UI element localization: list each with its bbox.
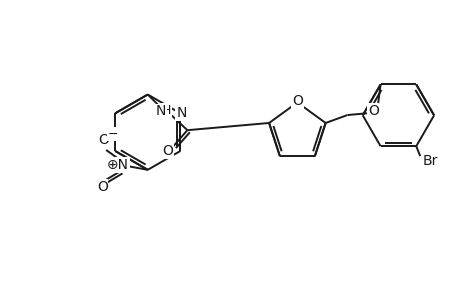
Text: O: O	[99, 133, 109, 147]
Text: N: N	[155, 104, 166, 118]
Text: O: O	[96, 180, 107, 194]
Text: −: −	[107, 128, 118, 141]
Text: O: O	[367, 104, 378, 118]
Text: ⊕N: ⊕N	[107, 158, 129, 172]
Text: Br: Br	[421, 154, 437, 168]
Text: O: O	[162, 144, 173, 158]
Text: O: O	[291, 94, 302, 109]
Text: N: N	[176, 106, 186, 120]
Text: H: H	[162, 104, 171, 117]
